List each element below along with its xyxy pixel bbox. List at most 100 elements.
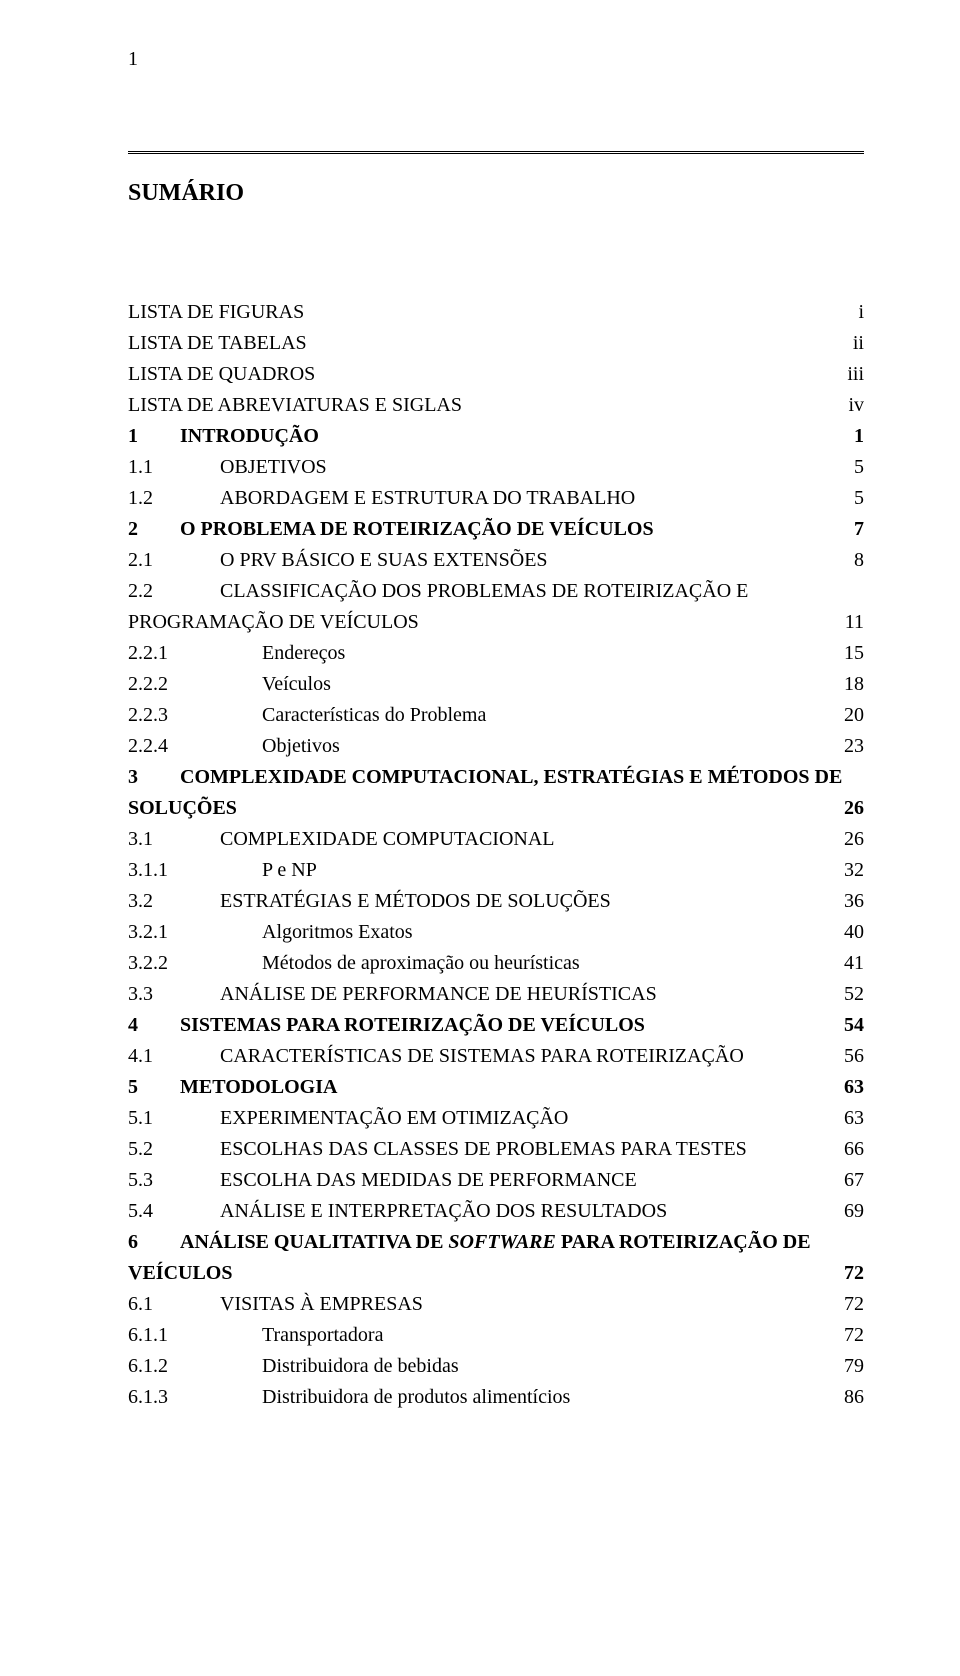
toc-entry-text: VISITAS À EMPRESAS: [220, 1293, 423, 1315]
toc-entry-text: COMPLEXIDADE COMPUTACIONAL, ESTRATÉGIAS …: [180, 766, 842, 788]
divider-rule: [128, 151, 864, 158]
toc-entry-number: 5.3: [128, 1165, 220, 1196]
toc-entry-text: Veículos: [262, 673, 331, 695]
toc-entry-label: 2.2.3Características do Problema: [128, 700, 486, 731]
toc-entry-label: 2.2.2Veículos: [128, 669, 331, 700]
toc-entry: 3.2ESTRATÉGIAS E MÉTODOS DE SOLUÇÕES36: [128, 886, 864, 917]
toc-entry-label: LISTA DE TABELAS: [128, 328, 307, 359]
toc-entry-number: 6.1.1: [128, 1320, 262, 1351]
toc-entry: PROGRAMAÇÃO DE VEÍCULOS11: [128, 607, 864, 638]
toc-entry-text: METODOLOGIA: [180, 1076, 337, 1098]
toc-entry: 3COMPLEXIDADE COMPUTACIONAL, ESTRATÉGIAS…: [128, 762, 864, 793]
toc-entry-text: OBJETIVOS: [220, 456, 327, 478]
toc-entry-number: 3.2.1: [128, 917, 262, 948]
toc-entry: 1.2ABORDAGEM E ESTRUTURA DO TRABALHO5: [128, 483, 864, 514]
toc-entry-number: 3: [128, 762, 180, 793]
toc-entry: 2.2.2Veículos 18: [128, 669, 864, 700]
toc-entry: LISTA DE FIGURAS i: [128, 297, 864, 328]
toc-entry-page: 32: [844, 855, 864, 886]
table-of-contents: LISTA DE FIGURAS iLISTA DE TABELAS iiLIS…: [128, 297, 864, 1413]
toc-entry-text: ESCOLHA DAS MEDIDAS DE PERFORMANCE: [220, 1169, 637, 1191]
toc-entry-page: 72: [844, 1320, 864, 1351]
toc-entry-page: ii: [853, 328, 864, 359]
toc-entry-number: 6.1.3: [128, 1382, 262, 1413]
toc-entry-label: 6ANÁLISE QUALITATIVA DE SOFTWARE PARA RO…: [128, 1227, 811, 1258]
toc-entry-page: iii: [847, 359, 864, 390]
toc-entry-page: 18: [844, 669, 864, 700]
toc-entry-text: P e NP: [262, 859, 317, 881]
toc-entry-page: 5: [854, 452, 864, 483]
toc-entry-number: 2.2.4: [128, 731, 262, 762]
toc-entry-page: 79: [844, 1351, 864, 1382]
toc-entry-page: 69: [844, 1196, 864, 1227]
toc-entry-number: 3.2: [128, 886, 220, 917]
toc-entry: SOLUÇÕES 26: [128, 793, 864, 824]
toc-entry-label: 5.2ESCOLHAS DAS CLASSES DE PROBLEMAS PAR…: [128, 1134, 747, 1165]
toc-entry-label: 5.3ESCOLHA DAS MEDIDAS DE PERFORMANCE: [128, 1165, 637, 1196]
toc-entry-label: 2.1O PRV BÁSICO E SUAS EXTENSÕES: [128, 545, 548, 576]
toc-entry-number: 1.2: [128, 483, 220, 514]
toc-entry: 4.1CARACTERÍSTICAS DE SISTEMAS PARA ROTE…: [128, 1041, 864, 1072]
toc-entry-text: LISTA DE ABREVIATURAS E SIGLAS: [128, 394, 462, 416]
toc-entry-label: 5.1EXPERIMENTAÇÃO EM OTIMIZAÇÃO: [128, 1103, 568, 1134]
toc-entry-number: 5: [128, 1072, 180, 1103]
toc-entry: 2.2.3Características do Problema 20: [128, 700, 864, 731]
toc-entry-page: 54: [844, 1010, 864, 1041]
toc-entry-text: Características do Problema: [262, 704, 486, 726]
toc-entry-label: 3.2.1Algoritmos Exatos: [128, 917, 413, 948]
toc-entry-number: 4.1: [128, 1041, 220, 1072]
toc-entry-label: SOLUÇÕES: [128, 793, 237, 824]
toc-entry: LISTA DE ABREVIATURAS E SIGLASiv: [128, 390, 864, 421]
toc-entry-page: i: [858, 297, 864, 328]
toc-entry: 5.1EXPERIMENTAÇÃO EM OTIMIZAÇÃO 63: [128, 1103, 864, 1134]
toc-entry-page: 41: [844, 948, 864, 979]
toc-entry-label: 2.2.1Endereços: [128, 638, 345, 669]
toc-entry: 2.1O PRV BÁSICO E SUAS EXTENSÕES 8: [128, 545, 864, 576]
toc-entry-page: 63: [844, 1103, 864, 1134]
toc-entry-number: 6: [128, 1227, 180, 1258]
toc-entry-text: SOLUÇÕES: [128, 797, 237, 819]
toc-entry: 6ANÁLISE QUALITATIVA DE SOFTWARE PARA RO…: [128, 1227, 864, 1258]
toc-entry-label: 3.2ESTRATÉGIAS E MÉTODOS DE SOLUÇÕES: [128, 886, 611, 917]
toc-entry: 2.2CLASSIFICAÇÃO DOS PROBLEMAS DE ROTEIR…: [128, 576, 864, 607]
toc-entry-page: 26: [844, 793, 864, 824]
toc-entry-label: 6.1VISITAS À EMPRESAS: [128, 1289, 423, 1320]
toc-entry: LISTA DE TABELAS ii: [128, 328, 864, 359]
toc-entry: 3.1COMPLEXIDADE COMPUTACIONAL26: [128, 824, 864, 855]
toc-entry: 6.1VISITAS À EMPRESAS72: [128, 1289, 864, 1320]
toc-entry-label: LISTA DE ABREVIATURAS E SIGLAS: [128, 390, 462, 421]
toc-entry: 5METODOLOGIA 63: [128, 1072, 864, 1103]
toc-entry: 6.1.1Transportadora 72: [128, 1320, 864, 1351]
toc-entry-text: O PRV BÁSICO E SUAS EXTENSÕES: [220, 549, 548, 571]
toc-entry-text: ESTRATÉGIAS E MÉTODOS DE SOLUÇÕES: [220, 890, 611, 912]
toc-entry-number: 2.2.1: [128, 638, 262, 669]
toc-entry: 1INTRODUÇÃO1: [128, 421, 864, 452]
toc-entry-page: 20: [844, 700, 864, 731]
toc-entry: 3.2.1Algoritmos Exatos40: [128, 917, 864, 948]
toc-entry-page: 66: [844, 1134, 864, 1165]
toc-entry: 5.2ESCOLHAS DAS CLASSES DE PROBLEMAS PAR…: [128, 1134, 864, 1165]
toc-entry-text: Distribuidora de bebidas: [262, 1355, 459, 1377]
toc-entry-text: CLASSIFICAÇÃO DOS PROBLEMAS DE ROTEIRIZA…: [220, 580, 748, 602]
toc-entry: 6.1.2Distribuidora de bebidas 79: [128, 1351, 864, 1382]
toc-entry-number: 3.2.2: [128, 948, 262, 979]
toc-entry-label: 4.1CARACTERÍSTICAS DE SISTEMAS PARA ROTE…: [128, 1041, 744, 1072]
page-number: 1: [128, 48, 864, 71]
toc-entry-label: 6.1.2Distribuidora de bebidas: [128, 1351, 459, 1382]
toc-entry: LISTA DE QUADROS iii: [128, 359, 864, 390]
toc-entry: 3.3ANÁLISE DE PERFORMANCE DE HEURÍSTICAS…: [128, 979, 864, 1010]
toc-entry-label: 1.2ABORDAGEM E ESTRUTURA DO TRABALHO: [128, 483, 635, 514]
toc-entry-page: 56: [844, 1041, 864, 1072]
toc-entry: 5.4ANÁLISE E INTERPRETAÇÃO DOS RESULTADO…: [128, 1196, 864, 1227]
toc-entry-label: 2O PROBLEMA DE ROTEIRIZAÇÃO DE VEÍCULOS: [128, 514, 654, 545]
toc-entry: VEÍCULOS72: [128, 1258, 864, 1289]
toc-entry-number: 5.2: [128, 1134, 220, 1165]
toc-entry-label: 6.1.1Transportadora: [128, 1320, 383, 1351]
toc-entry-text: CARACTERÍSTICAS DE SISTEMAS PARA ROTEIRI…: [220, 1045, 744, 1067]
toc-entry-page: 63: [844, 1072, 864, 1103]
toc-entry-text: Métodos de aproximação ou heurísticas: [262, 952, 580, 974]
toc-entry-page: 11: [845, 607, 864, 638]
toc-entry-page: 7: [854, 514, 864, 545]
toc-entry-number: 1.1: [128, 452, 220, 483]
toc-entry-page: 8: [854, 545, 864, 576]
